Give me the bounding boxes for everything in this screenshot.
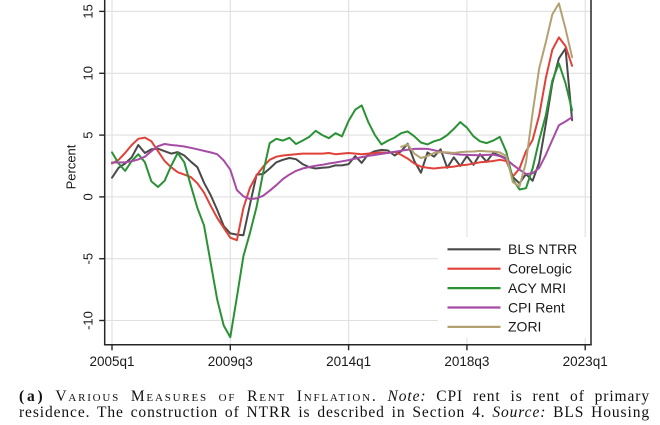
svg-text:CoreLogic: CoreLogic <box>508 261 572 277</box>
svg-text:ZORI: ZORI <box>508 319 541 335</box>
svg-text:0: 0 <box>80 193 95 200</box>
svg-text:-10: -10 <box>80 311 95 330</box>
svg-text:ACY MRI: ACY MRI <box>508 280 566 296</box>
svg-text:5: 5 <box>80 131 95 138</box>
svg-text:10: 10 <box>80 66 95 80</box>
svg-text:2009q3: 2009q3 <box>208 354 253 369</box>
svg-text:15: 15 <box>80 4 95 18</box>
svg-text:Percent: Percent <box>64 144 79 189</box>
svg-text:2014q1: 2014q1 <box>326 354 371 369</box>
svg-text:CPI Rent: CPI Rent <box>508 299 565 315</box>
svg-text:BLS NTRR: BLS NTRR <box>508 241 577 257</box>
svg-text:2018q3: 2018q3 <box>444 354 489 369</box>
svg-text:2005q1: 2005q1 <box>89 354 134 369</box>
svg-text:2023q1: 2023q1 <box>563 354 608 369</box>
svg-text:-5: -5 <box>80 253 95 265</box>
